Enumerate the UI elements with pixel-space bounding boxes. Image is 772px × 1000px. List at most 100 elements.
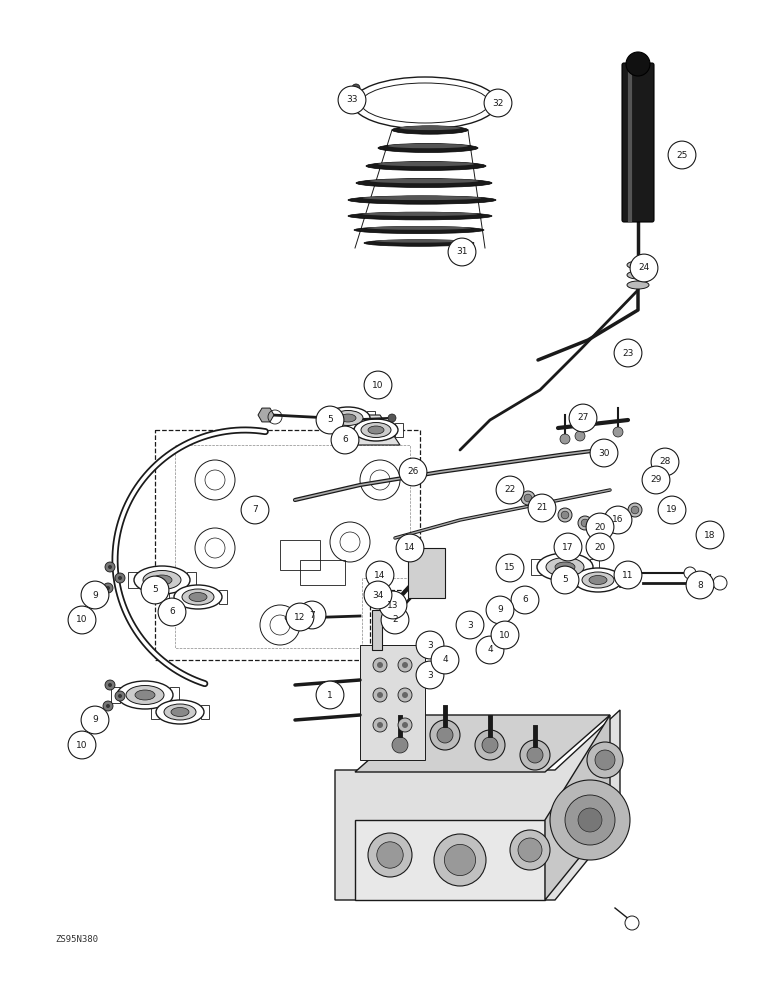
Text: 6: 6	[522, 595, 528, 604]
Circle shape	[684, 567, 696, 579]
Ellipse shape	[135, 690, 155, 700]
Ellipse shape	[117, 681, 173, 709]
Circle shape	[396, 534, 424, 562]
Circle shape	[385, 730, 415, 760]
Ellipse shape	[134, 566, 190, 594]
Circle shape	[402, 692, 408, 698]
Circle shape	[456, 611, 484, 639]
Circle shape	[381, 606, 409, 634]
Circle shape	[476, 636, 504, 664]
Circle shape	[642, 466, 670, 494]
Circle shape	[118, 576, 122, 580]
Circle shape	[416, 631, 444, 659]
Circle shape	[595, 750, 615, 770]
Circle shape	[388, 414, 396, 422]
Circle shape	[81, 581, 109, 609]
Circle shape	[614, 561, 642, 589]
Circle shape	[628, 503, 642, 517]
Circle shape	[105, 680, 115, 690]
Ellipse shape	[537, 553, 593, 581]
Text: 8: 8	[697, 580, 703, 589]
Circle shape	[377, 692, 383, 698]
Text: 5: 5	[327, 416, 333, 424]
Text: 3: 3	[467, 620, 473, 630]
Circle shape	[108, 565, 112, 569]
Ellipse shape	[378, 162, 474, 166]
Ellipse shape	[589, 576, 607, 584]
Text: ZS95N380: ZS95N380	[55, 936, 98, 944]
Ellipse shape	[368, 426, 384, 434]
Circle shape	[108, 683, 112, 687]
Text: 15: 15	[504, 564, 516, 572]
Circle shape	[510, 830, 550, 870]
Bar	[530, 559, 540, 575]
Text: 13: 13	[388, 600, 399, 609]
Circle shape	[392, 737, 408, 753]
Text: 17: 17	[562, 542, 574, 552]
Text: 10: 10	[76, 740, 88, 750]
Ellipse shape	[354, 419, 398, 441]
Circle shape	[561, 511, 569, 519]
Circle shape	[115, 691, 125, 701]
Circle shape	[331, 426, 359, 454]
Text: 5: 5	[562, 576, 568, 584]
Circle shape	[551, 566, 579, 594]
Circle shape	[686, 571, 714, 599]
Circle shape	[437, 727, 453, 743]
Bar	[569, 573, 577, 587]
Circle shape	[448, 238, 476, 266]
Text: 4: 4	[487, 646, 493, 654]
Circle shape	[399, 458, 427, 486]
Bar	[219, 590, 228, 604]
Circle shape	[195, 460, 235, 500]
Circle shape	[364, 581, 392, 609]
Ellipse shape	[353, 77, 497, 129]
Text: 14: 14	[405, 544, 415, 552]
Text: 6: 6	[169, 607, 175, 616]
Circle shape	[569, 404, 597, 432]
Circle shape	[527, 747, 543, 763]
Circle shape	[554, 533, 582, 561]
Text: 9: 9	[92, 716, 98, 724]
Text: 22: 22	[504, 486, 516, 494]
Ellipse shape	[152, 575, 172, 585]
Circle shape	[586, 533, 614, 561]
Ellipse shape	[392, 126, 468, 134]
Ellipse shape	[164, 704, 196, 720]
Polygon shape	[360, 645, 425, 760]
Circle shape	[614, 339, 642, 367]
Ellipse shape	[189, 592, 207, 601]
Bar	[151, 705, 159, 719]
Text: 27: 27	[577, 414, 589, 422]
Bar	[170, 687, 179, 703]
Circle shape	[541, 500, 555, 514]
Text: 30: 30	[598, 448, 610, 458]
Circle shape	[115, 573, 125, 583]
Ellipse shape	[354, 226, 484, 234]
Text: 6: 6	[342, 436, 348, 444]
Circle shape	[668, 141, 696, 169]
Text: 25: 25	[676, 150, 688, 159]
Circle shape	[626, 52, 650, 76]
Circle shape	[630, 254, 658, 282]
Ellipse shape	[375, 239, 463, 243]
Circle shape	[506, 486, 514, 494]
Circle shape	[578, 808, 602, 832]
Bar	[201, 705, 209, 719]
Text: 9: 9	[92, 590, 98, 599]
Circle shape	[316, 406, 344, 434]
Text: 32: 32	[493, 99, 503, 107]
Bar	[395, 423, 403, 437]
Circle shape	[544, 503, 552, 511]
Circle shape	[486, 596, 514, 624]
Polygon shape	[335, 710, 620, 900]
Circle shape	[631, 506, 639, 514]
Text: 7: 7	[252, 506, 258, 514]
Ellipse shape	[348, 212, 492, 220]
Text: 3: 3	[427, 670, 433, 680]
Circle shape	[496, 554, 524, 582]
Bar	[590, 559, 599, 575]
Circle shape	[528, 494, 556, 522]
Circle shape	[431, 646, 459, 674]
Bar	[187, 572, 196, 588]
